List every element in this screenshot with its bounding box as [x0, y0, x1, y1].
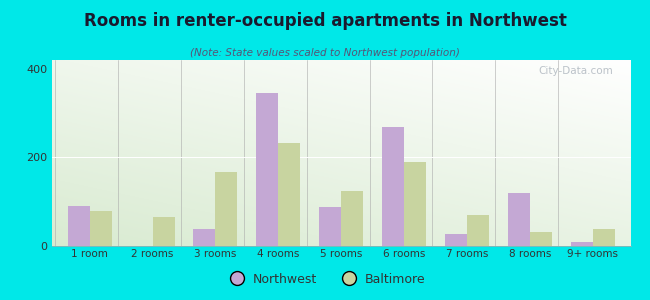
Text: City-Data.com: City-Data.com [538, 66, 613, 76]
Text: (Note: State values scaled to Northwest population): (Note: State values scaled to Northwest … [190, 48, 460, 58]
Bar [256, 93, 278, 246]
Bar [404, 162, 426, 246]
Bar [153, 217, 175, 246]
Bar [90, 212, 112, 246]
Bar [341, 190, 363, 246]
Text: Rooms in renter-occupied apartments in Northwest: Rooms in renter-occupied apartments in N… [84, 12, 566, 30]
Bar [593, 229, 615, 246]
Bar [68, 206, 90, 246]
Bar [278, 143, 300, 246]
Bar [445, 234, 467, 246]
Bar [530, 232, 552, 246]
Bar [467, 215, 489, 246]
Bar [571, 242, 593, 246]
Bar [319, 207, 341, 246]
Bar [508, 193, 530, 246]
Bar [216, 172, 237, 246]
Bar [382, 127, 404, 246]
Bar [194, 229, 216, 246]
Legend: Northwest, Baltimore: Northwest, Baltimore [220, 268, 430, 291]
